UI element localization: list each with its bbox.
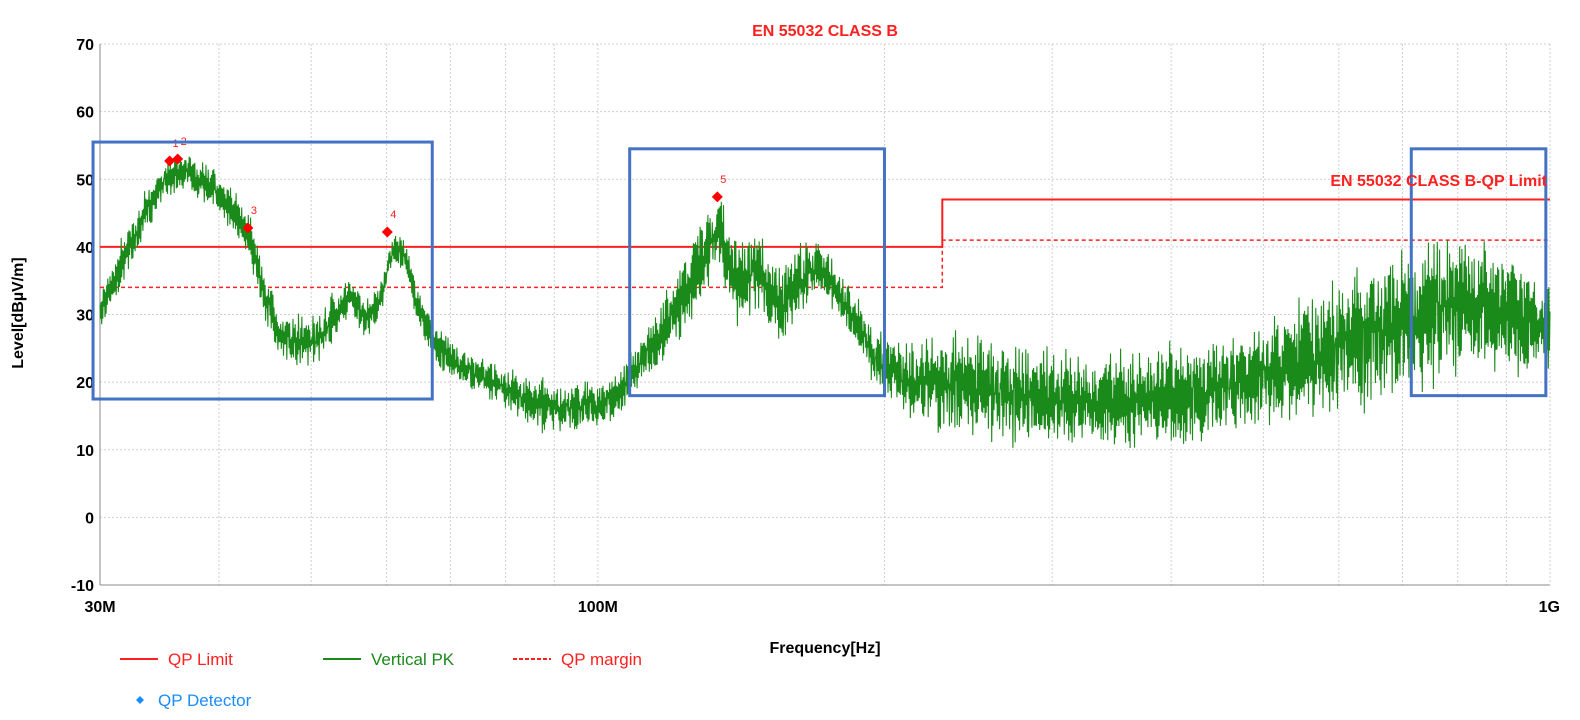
legend-diamond-icon	[136, 696, 144, 704]
legend-item: QP Limit	[120, 650, 233, 669]
legend-label: QP Limit	[168, 650, 233, 669]
legend-label: Vertical PK	[371, 650, 455, 669]
x-tick-label: 100M	[578, 599, 618, 616]
qp-marker-label: 5	[720, 174, 726, 186]
y-tick-label: 20	[76, 375, 94, 392]
y-tick-label: 10	[76, 443, 94, 460]
legend-label: QP Detector	[158, 691, 252, 710]
y-tick-label: 0	[85, 510, 94, 527]
limit-line-label: EN 55032 CLASS B-QP Limit	[1330, 173, 1547, 190]
highlight-boxes	[91, 140, 1548, 401]
qp-marker-5	[711, 191, 723, 203]
highlight-box	[628, 147, 886, 398]
qp-limit-line	[100, 198, 1550, 248]
qp-marker-3	[242, 222, 254, 234]
x-tick-label: 30M	[84, 599, 115, 616]
qp-marker-2	[172, 153, 184, 165]
highlight-box	[1409, 147, 1548, 398]
legend-label: QP margin	[561, 650, 642, 669]
qp-margin-line	[100, 239, 1550, 289]
series-layer	[99, 156, 1551, 449]
qp-marker-4	[381, 226, 393, 238]
vertical-pk-trace	[99, 156, 1551, 449]
legend: QP Limit Vertical PK QP margin QP Detector	[120, 650, 642, 710]
legend-item: QP Detector	[136, 691, 252, 710]
qp-marker-label: 3	[251, 205, 257, 217]
y-tick-labels: 70 60 50 40 30 20 10 0 -10	[71, 37, 94, 595]
x-tick-label: 1G	[1539, 599, 1560, 616]
x-axis-title: Frequency[Hz]	[769, 640, 880, 657]
y-tick-label: -10	[71, 578, 94, 595]
x-tick-labels: 30M 100M 1G	[84, 599, 1560, 616]
y-tick-label: 40	[76, 240, 94, 257]
y-tick-label: 60	[76, 105, 94, 122]
chart-title: EN 55032 CLASS B	[752, 23, 898, 40]
y-tick-label: 70	[76, 37, 94, 54]
legend-item: QP margin	[513, 650, 642, 669]
qp-marker-label: 4	[390, 209, 396, 221]
highlight-box	[91, 140, 434, 401]
y-tick-label: 30	[76, 308, 94, 325]
qp-marker-1	[164, 155, 176, 167]
qp-marker-label: 1	[173, 138, 179, 150]
legend-item: Vertical PK	[323, 650, 455, 669]
y-tick-label: 50	[76, 172, 94, 189]
y-axis-title: Level[dBµV/m]	[10, 257, 27, 368]
